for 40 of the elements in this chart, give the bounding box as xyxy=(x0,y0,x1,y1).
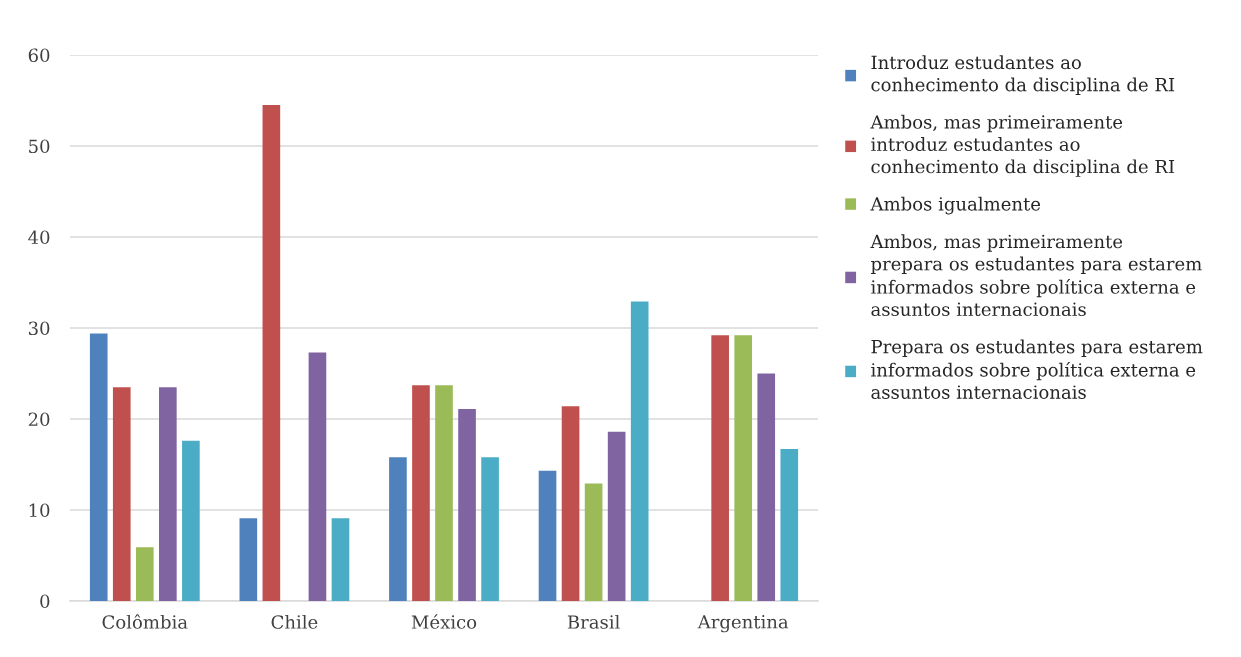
x-tick-label: Argentina xyxy=(697,615,789,633)
legend-label: Ambos igualmente xyxy=(870,196,1041,215)
bar xyxy=(262,105,281,601)
bar xyxy=(630,301,649,601)
y-tick-label: 60 xyxy=(28,48,50,63)
bar xyxy=(561,406,580,601)
bar xyxy=(89,333,108,601)
bar xyxy=(112,387,131,601)
bar xyxy=(182,440,200,601)
x-tick-label: Colômbia xyxy=(102,614,188,629)
bar xyxy=(135,547,154,601)
bar xyxy=(780,449,799,601)
bar xyxy=(308,352,327,601)
bar xyxy=(538,470,557,601)
legend-label: Ambos, mas primeiramente prepara os estudantes para estarem informados sobre política externa e assuntos internacionais xyxy=(870,234,1202,317)
bar xyxy=(239,518,258,601)
bar xyxy=(331,518,350,601)
legend-label: Ambos, mas primeiramente introduz estudantes ao conhecimento da disciplina de RI xyxy=(870,114,1175,177)
bar xyxy=(757,373,776,601)
y-tick-label: 0 xyxy=(40,594,50,609)
bar xyxy=(435,385,453,601)
y-tick-label: 50 xyxy=(29,139,50,154)
x-tick-label: Brasil xyxy=(567,614,620,629)
y-tick-label: 30 xyxy=(28,321,50,336)
bar xyxy=(734,335,753,601)
bar xyxy=(607,431,626,601)
bar xyxy=(584,483,603,601)
bar xyxy=(458,408,476,601)
bar xyxy=(711,335,729,601)
bar xyxy=(481,457,499,601)
y-tick-label: 20 xyxy=(28,412,50,427)
legend-label: Prepara os estudantes para estarem informados sobre política externa e assuntos internacionais xyxy=(871,339,1203,399)
bar xyxy=(159,387,177,601)
y-tick-label: 40 xyxy=(28,230,50,245)
x-tick-label: Chile xyxy=(271,614,318,629)
bar xyxy=(389,457,407,601)
x-tick-label: México xyxy=(411,614,477,629)
legend-label: Introduz estudantes ao conhecimento da disciplina de RI xyxy=(871,55,1175,95)
bar xyxy=(412,385,430,601)
y-tick-label: 10 xyxy=(29,503,50,518)
